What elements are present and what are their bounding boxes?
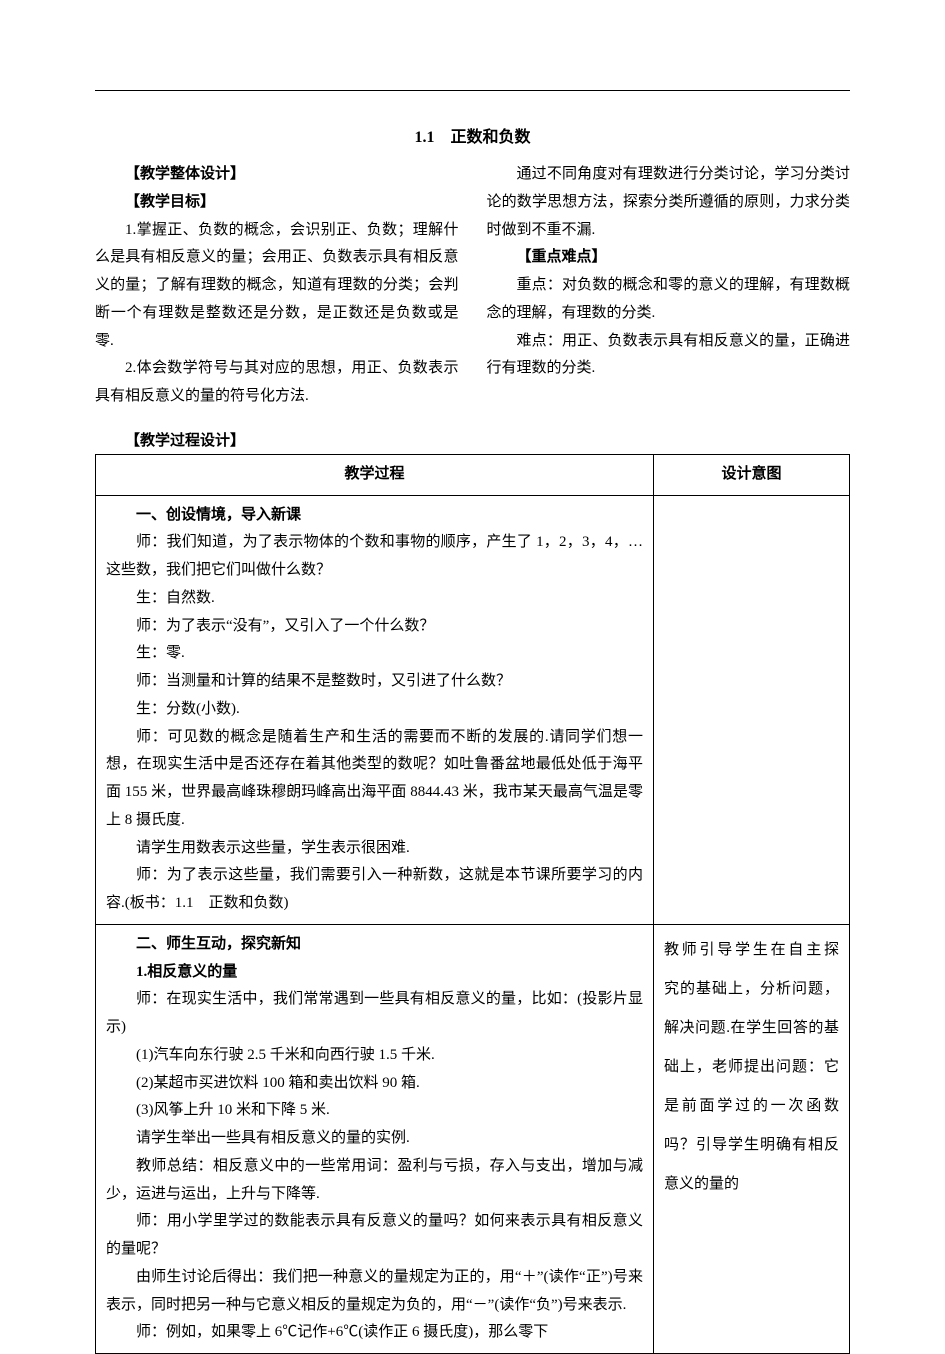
table-row: 二、师生互动，探究新知 1.相反意义的量 师：在现实生活中，我们常常遇到一些具有…	[96, 924, 850, 1353]
goal-paragraph-1: 1.掌握正、负数的概念，会识别正、负数；理解什么是具有相反意义的量；会用正、负数…	[95, 217, 459, 356]
row2-p8: 教师总结：相反意义中的一些常用词：盈利与亏损，存入与支出，增加与减少，运进与运出…	[106, 1153, 643, 1209]
document-title: 1.1 正数和负数	[95, 123, 850, 147]
heading-process-design: 【教学过程设计】	[95, 429, 850, 450]
row1-p8: 师：可见数的概念是随着生产和生活的需要而不断的发展的.请同学们想一想，在现实生活…	[106, 724, 643, 835]
key-points-paragraph-2: 难点：用正、负数表示具有相反意义的量，正确进行有理数的分类.	[487, 328, 851, 384]
table-row: 一、创设情境，导入新课 师：我们知道，为了表示物体的个数和事物的顺序，产生了 1…	[96, 495, 850, 924]
heading-overall-design: 【教学整体设计】	[95, 161, 459, 189]
page: 1.1 正数和负数 【教学整体设计】 【教学目标】 1.掌握正、负数的概念，会识…	[0, 0, 945, 1337]
row1-p6: 师：当测量和计算的结果不是整数时，又引进了什么数？	[106, 668, 643, 696]
row2-p4: (1)汽车向东行驶 2.5 千米和向西行驶 1.5 千米.	[106, 1042, 643, 1070]
row1-p4: 师：为了表示“没有”，又引入了一个什么数？	[106, 613, 643, 641]
row1-p5: 生：零.	[106, 640, 643, 668]
goal-paragraph-2: 2.体会数学符号与其对应的思想，用正、负数表示具有相反意义的量的符号化方法.	[95, 355, 459, 411]
heading-goal: 【教学目标】	[95, 189, 459, 217]
heading-key-points: 【重点难点】	[487, 244, 851, 272]
row1-p9: 请学生用数表示这些量，学生表示很困难.	[106, 835, 643, 863]
row2-intent-cell: 教师引导学生在自主探 究的基础上，分析问题，解决问题.在学生回答的基础上，老师提…	[653, 924, 849, 1353]
col-header-process: 教学过程	[96, 454, 654, 495]
table-header-row: 教学过程 设计意图	[96, 454, 850, 495]
row2-p9: 师：用小学里学过的数能表示具有反意义的量吗？如何来表示具有相反意义的量呢？	[106, 1208, 643, 1264]
row2-p3: 师：在现实生活中，我们常常遇到一些具有相反意义的量，比如：(投影片显示)	[106, 986, 643, 1042]
goal-paragraph-3: 通过不同角度对有理数进行分类讨论，学习分类讨论的数学思想方法，探索分类所遵循的原…	[487, 161, 851, 244]
key-points-paragraph-1: 重点：对负数的概念和零的意义的理解，有理数概念的理解，有理数的分类.	[487, 272, 851, 328]
row1-process-cell: 一、创设情境，导入新课 师：我们知道，为了表示物体的个数和事物的顺序，产生了 1…	[96, 495, 654, 924]
intro-two-column: 【教学整体设计】 【教学目标】 1.掌握正、负数的概念，会识别正、负数；理解什么…	[95, 161, 850, 411]
row2-process-cell: 二、师生互动，探究新知 1.相反意义的量 师：在现实生活中，我们常常遇到一些具有…	[96, 924, 654, 1353]
row2-p6: (3)风筝上升 10 米和下降 5 米.	[106, 1097, 643, 1125]
row1-intent-cell	[653, 495, 849, 924]
row2-intent-text: 教师引导学生在自主探 究的基础上，分析问题，解决问题.在学生回答的基础上，老师提…	[664, 931, 839, 1204]
row2-p11: 师：例如，如果零上 6℃记作+6℃(读作正 6 摄氏度)，那么零下	[106, 1319, 643, 1347]
row2-p5: (2)某超市买进饮料 100 箱和卖出饮料 90 箱.	[106, 1070, 643, 1098]
process-table: 教学过程 设计意图 一、创设情境，导入新课 师：我们知道，为了表示物体的个数和事…	[95, 454, 850, 1354]
row1-p7: 生：分数(小数).	[106, 696, 643, 724]
row1-heading: 一、创设情境，导入新课	[106, 502, 643, 530]
row1-p3: 生：自然数.	[106, 585, 643, 613]
row1-p2: 师：我们知道，为了表示物体的个数和事物的顺序，产生了 1，2，3，4，…这些数，…	[106, 529, 643, 585]
row2-p7: 请学生举出一些具有相反意义的量的实例.	[106, 1125, 643, 1153]
row2-subheading: 1.相反意义的量	[106, 959, 643, 987]
row2-intent-span: 教师引导学生在自主探 究的基础上，分析问题，解决问题.在学生回答的基础上，老师提…	[664, 942, 854, 1192]
row2-heading: 二、师生互动，探究新知	[106, 931, 643, 959]
row2-p10: 由师生讨论后得出：我们把一种意义的量规定为正的，用“＋”(读作“正”)号来表示，…	[106, 1264, 643, 1320]
col-header-intent: 设计意图	[653, 454, 849, 495]
row1-p10: 师：为了表示这些量，我们需要引入一种新数，这就是本节课所要学习的内容.(板书：1…	[106, 862, 643, 918]
top-rule	[95, 90, 850, 91]
